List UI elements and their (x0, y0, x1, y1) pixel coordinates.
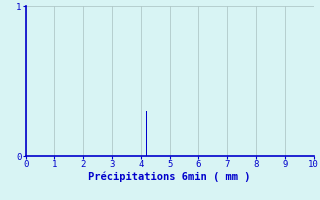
X-axis label: Précipitations 6min ( mm ): Précipitations 6min ( mm ) (88, 172, 251, 182)
Bar (146, 111, 147, 156)
